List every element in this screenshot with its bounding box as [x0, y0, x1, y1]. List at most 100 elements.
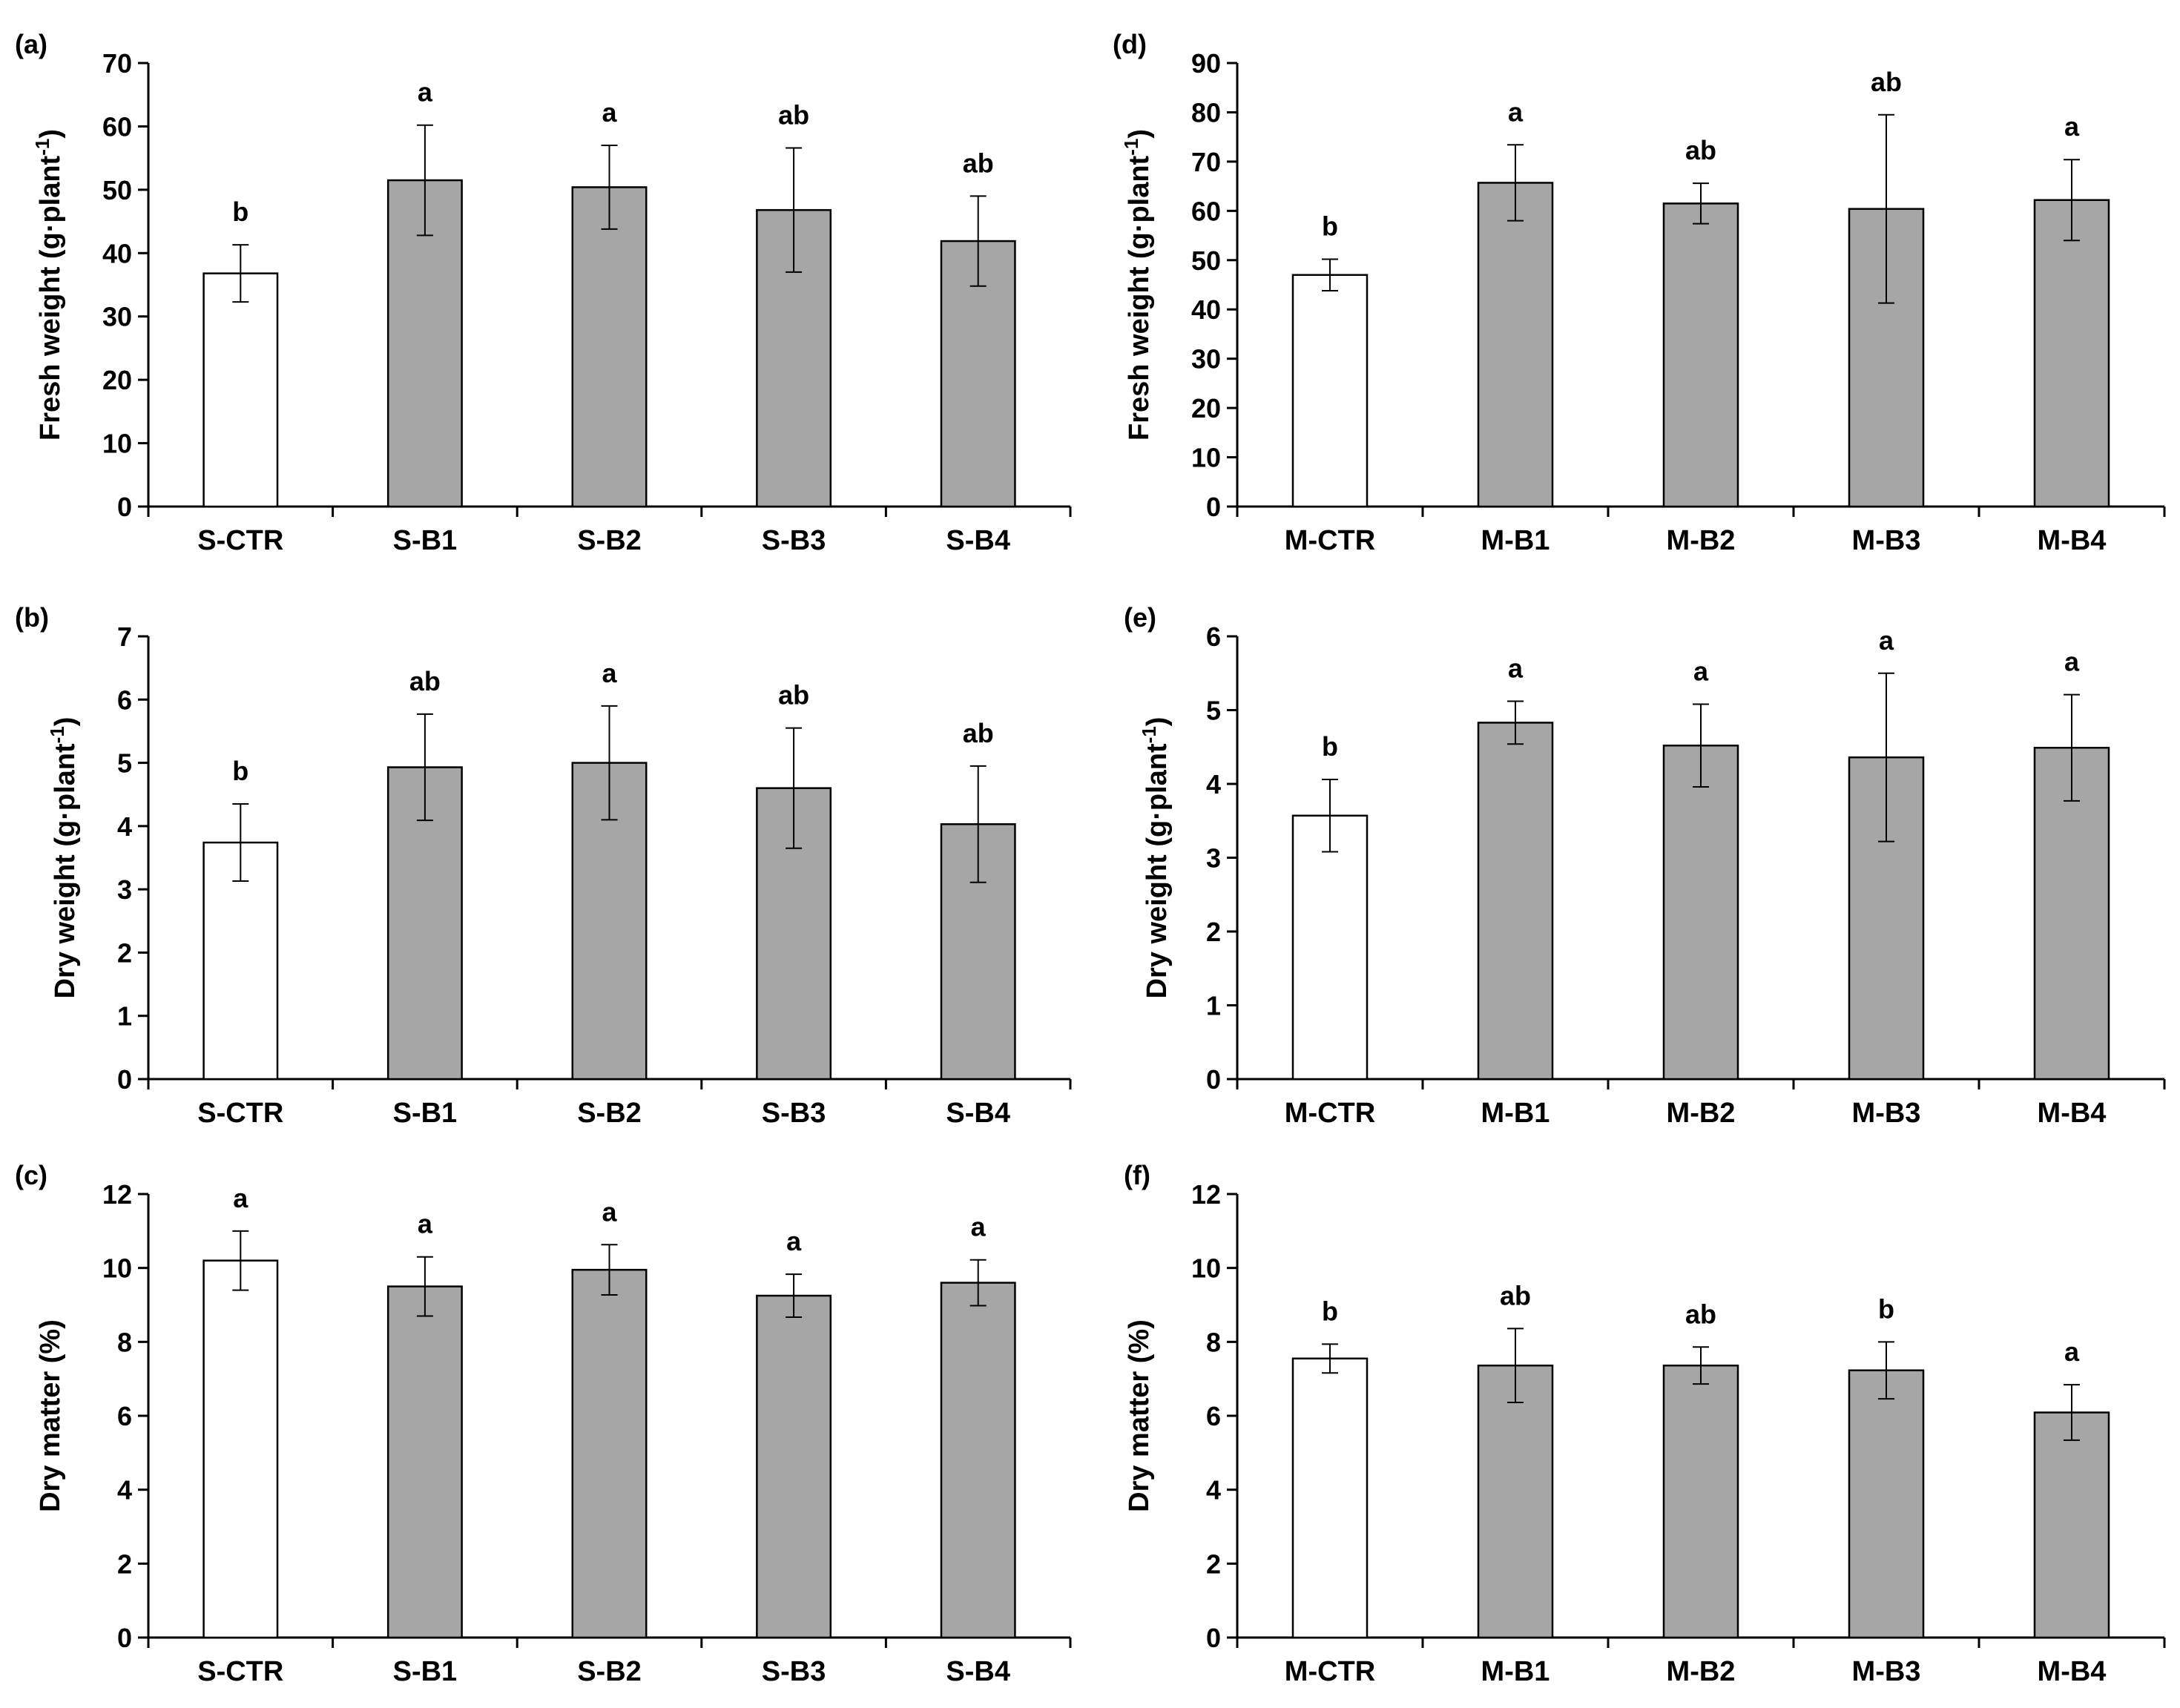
y-tick-label: 4 — [117, 1475, 132, 1506]
y-tick-label: 0 — [117, 492, 132, 522]
x-tick-label: S-B1 — [393, 1656, 458, 1687]
significance-letter: a — [1879, 625, 1894, 656]
significance-letter: b — [232, 756, 248, 786]
significance-letter: b — [1322, 731, 1338, 762]
bar — [1662, 202, 1739, 508]
y-axis-title: Fresh weight (g·plant-1) — [31, 129, 66, 441]
significance-letter: b — [232, 197, 248, 227]
significance-letter: a — [1693, 656, 1709, 687]
bar — [2033, 746, 2110, 1081]
y-tick-label: 60 — [102, 111, 132, 142]
significance-letter: a — [418, 1209, 433, 1239]
bar — [202, 1259, 279, 1639]
x-tick-label: M-B3 — [1852, 1098, 1921, 1129]
y-axis-title-main: Fresh weight (g·plant — [35, 155, 66, 441]
y-tick-label: 50 — [102, 175, 132, 205]
x-tick-label: S-B4 — [946, 525, 1010, 556]
y-tick-label: 70 — [1191, 147, 1221, 177]
bar — [1291, 274, 1369, 508]
y-tick-label: 50 — [1191, 245, 1221, 276]
y-axis-title: Dry weight (g·plant-1) — [1138, 717, 1173, 999]
significance-letter: ab — [409, 666, 441, 696]
y-axis-title: Dry weight (g·plant-1) — [46, 717, 81, 999]
x-tick-label: M-CTR — [1285, 525, 1375, 556]
bar — [940, 1282, 1016, 1639]
y-tick-label: 0 — [117, 1623, 132, 1653]
significance-letter: a — [2064, 647, 2080, 677]
y-tick-label: 2 — [117, 937, 132, 968]
significance-letter: a — [1508, 653, 1524, 684]
y-axis-title-main: Dry weight (g·plant — [50, 743, 81, 998]
y-tick-label: 12 — [102, 1179, 132, 1210]
y-tick-label: 0 — [1206, 1623, 1221, 1653]
y-tick-label: 0 — [117, 1064, 132, 1095]
chart-panel-2: (b) Dry weight (g·plant-1) 0 1 2 3 4 5 6 7 b S-CTR a… — [15, 602, 1072, 1129]
bar — [1477, 722, 1554, 1081]
significance-letter: ab — [1685, 1299, 1716, 1329]
x-tick-label: M-CTR — [1285, 1656, 1375, 1687]
x-tick-label: M-B4 — [2038, 1656, 2107, 1687]
significance-letter: a — [602, 97, 617, 128]
y-axis-title-main: Dry matter (%) — [1124, 1319, 1155, 1512]
bar — [1662, 1364, 1739, 1639]
panel-label: (f) — [1124, 1160, 1150, 1190]
y-tick-label: 20 — [1191, 393, 1221, 423]
x-tick-label: S-B2 — [577, 525, 642, 556]
x-tick-label: M-B2 — [1667, 1656, 1736, 1687]
x-tick-label: S-B1 — [393, 1098, 458, 1129]
y-axis-title-main: Fresh weight (g·plant — [1124, 155, 1155, 441]
x-tick-label: M-B2 — [1667, 525, 1736, 556]
x-tick-label: S-B3 — [762, 525, 826, 556]
y-tick-label: 6 — [117, 1401, 132, 1431]
y-tick-label: 12 — [1191, 1179, 1221, 1210]
significance-letter: ab — [963, 148, 994, 178]
significance-letter: a — [602, 1196, 617, 1227]
x-tick-label: M-B3 — [1852, 1656, 1921, 1687]
significance-letter: b — [1322, 211, 1338, 241]
x-tick-label: S-B4 — [946, 1098, 1010, 1129]
y-tick-label: 10 — [102, 429, 132, 459]
bar — [1291, 1357, 1369, 1639]
y-axis-title-end: ) — [35, 129, 66, 139]
y-tick-label: 2 — [1206, 1549, 1221, 1579]
y-tick-label: 80 — [1191, 97, 1221, 128]
y-axis-title-end: ) — [1124, 129, 1155, 139]
significance-letter: a — [418, 77, 433, 108]
y-tick-label: 3 — [117, 874, 132, 905]
y-axis-title-main: Dry weight (g·plant — [1142, 743, 1173, 998]
y-tick-label: 30 — [102, 302, 132, 332]
significance-letter: ab — [1500, 1280, 1531, 1310]
y-tick-label: 7 — [117, 621, 132, 652]
chart-panel-6: (f)Dry matter (%)024681012bM-CTRabM-B1ab… — [1124, 1160, 2166, 1687]
chart-panel-3: (c) Dry matter (%) 0 2 4 6 8 10 12 a S-CTR a S-B1 a S-… — [15, 1160, 1072, 1687]
y-axis-title: Dry matter (%) — [35, 1319, 66, 1512]
bar — [202, 841, 279, 1081]
significance-letter: b — [1878, 1293, 1894, 1324]
y-tick-label: 0 — [1206, 1064, 1221, 1095]
x-tick-label: S-B1 — [393, 525, 458, 556]
x-tick-label: M-B4 — [2038, 1098, 2107, 1129]
x-tick-label: S-CTR — [197, 1656, 283, 1687]
y-tick-label: 1 — [1206, 991, 1221, 1021]
x-tick-label: S-B2 — [577, 1656, 642, 1687]
y-axis-title-main: Dry matter (%) — [35, 1319, 66, 1512]
y-tick-label: 4 — [1206, 1475, 1221, 1506]
bar — [1477, 1364, 1554, 1639]
y-axis-title-superscript: -1 — [31, 139, 53, 156]
significance-letter: a — [2064, 1336, 2080, 1367]
x-tick-label: S-B2 — [577, 1098, 642, 1129]
y-axis-title-end: ) — [1142, 717, 1173, 727]
x-tick-label: S-B3 — [762, 1656, 826, 1687]
x-tick-label: M-B2 — [1667, 1098, 1736, 1129]
significance-letter: a — [971, 1212, 987, 1242]
bar — [1662, 745, 1739, 1081]
significance-letter: ab — [1685, 135, 1716, 165]
bar — [571, 186, 648, 508]
x-tick-label: S-B4 — [946, 1656, 1010, 1687]
x-tick-label: M-B3 — [1852, 525, 1921, 556]
x-tick-label: M-B1 — [1481, 525, 1550, 556]
y-axis-title: Fresh weight (g·plant-1) — [1120, 129, 1155, 441]
y-axis-title-superscript: -1 — [46, 726, 68, 743]
y-tick-label: 30 — [1191, 344, 1221, 375]
